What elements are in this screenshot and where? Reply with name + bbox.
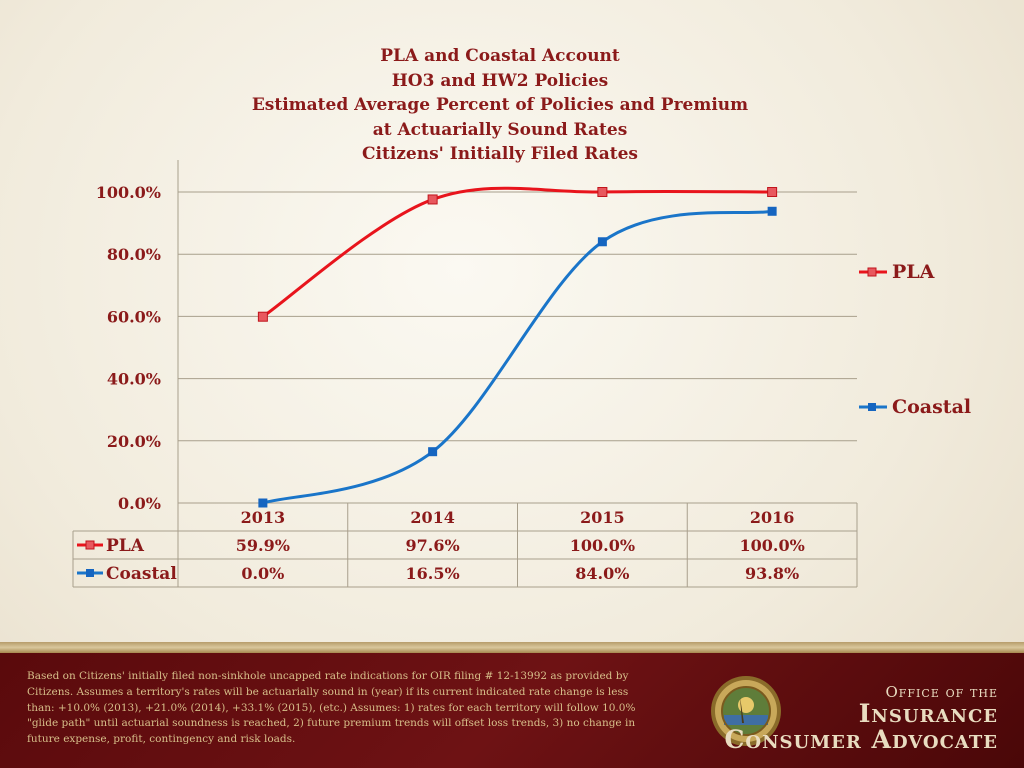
legend-swatch-pla (859, 267, 887, 277)
data-point (767, 206, 777, 216)
chart-title-line: Estimated Average Percent of Policies an… (251, 95, 749, 115)
data-label: 100.0% (739, 536, 804, 555)
data-point (257, 311, 268, 322)
series-line-pla (262, 186, 773, 318)
line-chart: 0.0% 20.0% 40.0% 60.0% 80.0% 100.0% 2013 2014 20… (72, 160, 858, 588)
data-label: 0.0% (241, 564, 284, 583)
data-point (427, 194, 438, 205)
data-point (767, 187, 778, 197)
table-series-name: PLA (106, 536, 145, 556)
y-tick-label: 20.0% (107, 432, 161, 451)
footnote: Based on Citizens' initially filed non-s… (27, 670, 636, 746)
legend-item-coastal: Coastal (858, 395, 971, 419)
data-label: 93.8% (745, 564, 799, 583)
logo-line: Consumer Advocate (724, 725, 998, 754)
y-tick-label: 40.0% (107, 370, 161, 389)
data-label: 100.0% (570, 536, 635, 555)
legend-item-pla: PLA (858, 260, 934, 284)
table-series-marker (86, 569, 94, 577)
legend-swatch-coastal (859, 403, 887, 411)
x-tick-label: 2014 (410, 508, 455, 527)
y-tick-label: 0.0% (118, 494, 161, 513)
logo-line: Office of the (885, 683, 998, 701)
logo-line: Insurance (858, 699, 998, 728)
chart-title-line: PLA and Coastal Account (380, 46, 620, 66)
chart-title-line: at Actuarially Sound Rates (372, 119, 628, 140)
data-point (597, 237, 607, 247)
chart-title-line: Citizens' Initially Filed Rates (361, 144, 638, 164)
x-tick-label: 2013 (241, 508, 286, 527)
chart-title-line: HO3 and HW2 Policies (391, 70, 609, 91)
y-tick-label: 80.0% (107, 245, 161, 264)
legend-label: PLA (892, 261, 935, 283)
x-tick-label: 2015 (580, 508, 625, 527)
data-label: 84.0% (575, 564, 629, 583)
data-point (258, 498, 268, 508)
table-series-name: Coastal (106, 564, 177, 584)
x-tick-label: 2016 (750, 508, 795, 527)
office-logo: Office of the Insurance Consumer Advocat… (680, 683, 998, 753)
chart-title: PLA and Coastal Account HO3 and HW2 Poli… (150, 44, 850, 167)
footer-band (0, 642, 1024, 653)
legend-label: Coastal (892, 396, 972, 418)
series-line-coastal (262, 209, 773, 505)
y-tick-label: 60.0% (107, 307, 161, 326)
data-label: 59.9% (236, 536, 290, 555)
data-point (428, 447, 438, 457)
footer: Based on Citizens' initially filed non-s… (0, 653, 1024, 768)
table-series-marker (85, 540, 95, 550)
y-tick-label: 100.0% (96, 183, 161, 202)
data-point (597, 187, 608, 197)
state-seal-icon (711, 676, 781, 746)
data-label: 16.5% (406, 564, 460, 583)
data-label: 97.6% (406, 536, 460, 555)
